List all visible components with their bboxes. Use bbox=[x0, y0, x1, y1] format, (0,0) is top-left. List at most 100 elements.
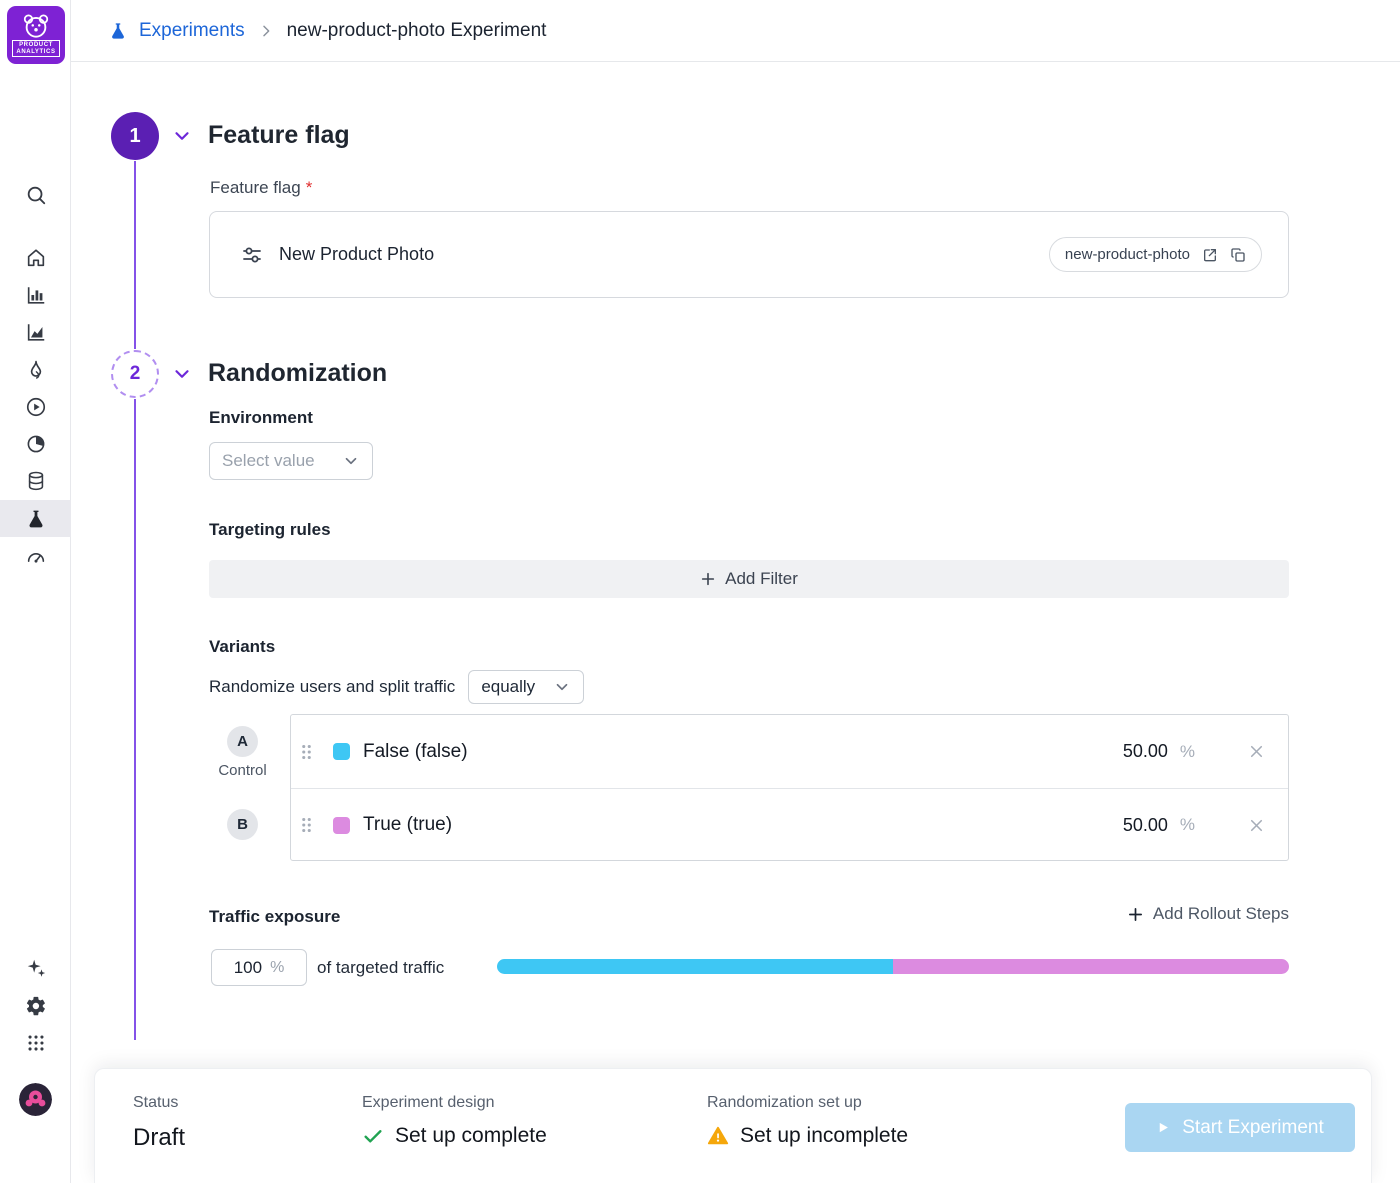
apps-grid-icon[interactable] bbox=[0, 1024, 71, 1061]
experiment-design-value: Set up complete bbox=[362, 1124, 547, 1148]
variant-b-name: True (true) bbox=[363, 814, 453, 835]
collapse-step1-chevron-down-icon[interactable] bbox=[171, 125, 193, 147]
area-chart-icon[interactable] bbox=[0, 313, 71, 350]
start-experiment-button[interactable]: Start Experiment bbox=[1125, 1103, 1355, 1152]
split-mode-select[interactable]: equally bbox=[468, 670, 585, 704]
feature-flag-key-pill[interactable]: new-product-photo bbox=[1048, 237, 1262, 272]
play-icon bbox=[1160, 1122, 1169, 1133]
randomization-status-text: Set up incomplete bbox=[740, 1124, 909, 1147]
randomization-setup-label: Randomization set up bbox=[707, 1094, 862, 1111]
status-label: Status bbox=[133, 1094, 179, 1111]
feature-flag-name: New Product Photo bbox=[279, 244, 435, 264]
feature-flag-card: New Product Photo new-product-photo bbox=[209, 211, 1289, 298]
randomize-row: Randomize users and split traffic equall… bbox=[209, 669, 585, 705]
variants-list: False (false) 50.00 % True (true) 50.00 … bbox=[290, 714, 1289, 861]
experiment-status-bar: Status Draft Experiment design Set up co… bbox=[94, 1068, 1372, 1183]
feature-flag-field-label-text: Feature flag bbox=[210, 178, 301, 197]
sidebar: PRODUCT ANALYTICS bbox=[0, 0, 71, 1183]
bar-chart-icon[interactable] bbox=[0, 276, 71, 313]
step-2-indicator: 2 bbox=[111, 350, 159, 398]
traffic-exposure-label: Traffic exposure bbox=[209, 907, 341, 926]
breadcrumb-current: new-product-photo Experiment bbox=[286, 19, 547, 41]
pie-chart-icon[interactable] bbox=[0, 425, 71, 462]
experiments-flask-icon bbox=[112, 22, 124, 39]
step-connector-line bbox=[134, 399, 136, 1040]
variant-a-color-swatch bbox=[333, 743, 350, 760]
variant-a-percent-input[interactable]: 50.00 bbox=[1122, 741, 1168, 761]
gauge-icon[interactable] bbox=[0, 538, 71, 575]
remove-variant-b-close-icon[interactable] bbox=[1247, 816, 1266, 835]
traffic-suffix-text: of targeted traffic bbox=[317, 958, 445, 977]
variant-a-name: False (false) bbox=[363, 740, 468, 762]
sparkle-icon[interactable] bbox=[0, 949, 71, 986]
logo-line1: PRODUCT bbox=[19, 41, 53, 48]
collapse-step2-chevron-down-icon[interactable] bbox=[171, 363, 193, 385]
percent-sign: % bbox=[270, 958, 285, 976]
percent-sign: % bbox=[1179, 815, 1195, 834]
breadcrumb-experiments-link[interactable]: Experiments bbox=[139, 19, 245, 41]
add-rollout-steps-button[interactable]: Add Rollout Steps bbox=[1127, 904, 1289, 924]
bear-logo-icon bbox=[23, 14, 49, 38]
play-circle-icon[interactable] bbox=[0, 388, 71, 425]
design-status-text: Set up complete bbox=[395, 1124, 547, 1147]
variant-row-a: False (false) 50.00 % bbox=[291, 715, 1288, 788]
exposure-variant-b-segment bbox=[893, 959, 1289, 974]
remove-variant-a-close-icon[interactable] bbox=[1247, 742, 1266, 761]
traffic-percent-value: 100 bbox=[233, 957, 263, 977]
drag-handle-icon[interactable] bbox=[291, 814, 321, 836]
logo-line2: ANALYTICS bbox=[16, 48, 56, 55]
step-connector-line bbox=[134, 161, 136, 349]
environment-select-value: Select value bbox=[222, 451, 315, 470]
randomize-text: Randomize users and split traffic bbox=[209, 677, 456, 696]
gear-icon[interactable] bbox=[0, 987, 71, 1024]
warning-icon bbox=[707, 1126, 729, 1145]
variant-b-color-swatch bbox=[333, 816, 350, 834]
external-link-icon[interactable] bbox=[1202, 247, 1218, 263]
variant-row-b: True (true) 50.00 % bbox=[291, 788, 1288, 861]
chevron-down-icon bbox=[345, 457, 357, 465]
variant-a-controls: 50.00 % bbox=[1123, 741, 1288, 762]
exposure-split-bar bbox=[497, 959, 1289, 974]
feature-flag-key: new-product-photo bbox=[1064, 246, 1190, 263]
logo-label: PRODUCT ANALYTICS bbox=[12, 39, 60, 58]
database-icon[interactable] bbox=[0, 462, 71, 499]
copy-icon[interactable] bbox=[1230, 247, 1246, 263]
step-1-number: 1 bbox=[129, 124, 141, 147]
status-draft-text: Draft bbox=[133, 1124, 186, 1151]
required-asterisk: * bbox=[305, 178, 313, 197]
chevron-down-icon bbox=[556, 683, 568, 691]
flame-icon[interactable] bbox=[0, 351, 71, 388]
add-filter-button[interactable]: Add Filter bbox=[209, 560, 1289, 598]
traffic-percent-input[interactable]: 100 % bbox=[211, 949, 307, 986]
feature-flag-icon bbox=[243, 247, 261, 262]
chevron-right-icon bbox=[262, 25, 270, 36]
variants-label: Variants bbox=[209, 637, 276, 656]
randomization-setup-value: Set up incomplete bbox=[707, 1124, 908, 1148]
search-icon[interactable] bbox=[0, 176, 71, 213]
percent-sign: % bbox=[1179, 741, 1195, 761]
variant-a-control-label: Control bbox=[218, 762, 267, 779]
feature-flag-section-title: Feature flag bbox=[208, 121, 350, 149]
user-avatar[interactable] bbox=[19, 1083, 52, 1116]
drag-handle-icon[interactable] bbox=[291, 741, 321, 763]
feature-flag-field-label: Feature flag * bbox=[210, 178, 312, 198]
environment-select[interactable]: Select value bbox=[209, 442, 373, 480]
check-icon bbox=[364, 1130, 382, 1143]
variant-a-badge: A bbox=[227, 726, 258, 757]
plus-icon bbox=[701, 572, 715, 586]
plus-icon bbox=[1128, 907, 1142, 921]
variant-b-percent-input[interactable]: 50.00 bbox=[1122, 814, 1168, 835]
exposure-variant-a-segment bbox=[497, 959, 893, 974]
variant-b-badge: B bbox=[227, 809, 258, 840]
experiment-design-label: Experiment design bbox=[362, 1094, 495, 1111]
status-value: Draft bbox=[133, 1124, 185, 1152]
start-experiment-label: Start Experiment bbox=[1182, 1116, 1324, 1138]
home-icon[interactable] bbox=[0, 239, 71, 276]
sidebar-item-experiments flask-icon[interactable] bbox=[0, 500, 71, 537]
app-logo[interactable]: PRODUCT ANALYTICS bbox=[7, 6, 65, 64]
add-rollout-steps-label: Add Rollout Steps bbox=[1152, 904, 1289, 923]
step-2-number: 2 bbox=[129, 363, 141, 384]
randomization-section-title: Randomization bbox=[208, 359, 388, 387]
split-mode-value: equally bbox=[481, 677, 536, 696]
environment-label: Environment bbox=[209, 408, 313, 427]
